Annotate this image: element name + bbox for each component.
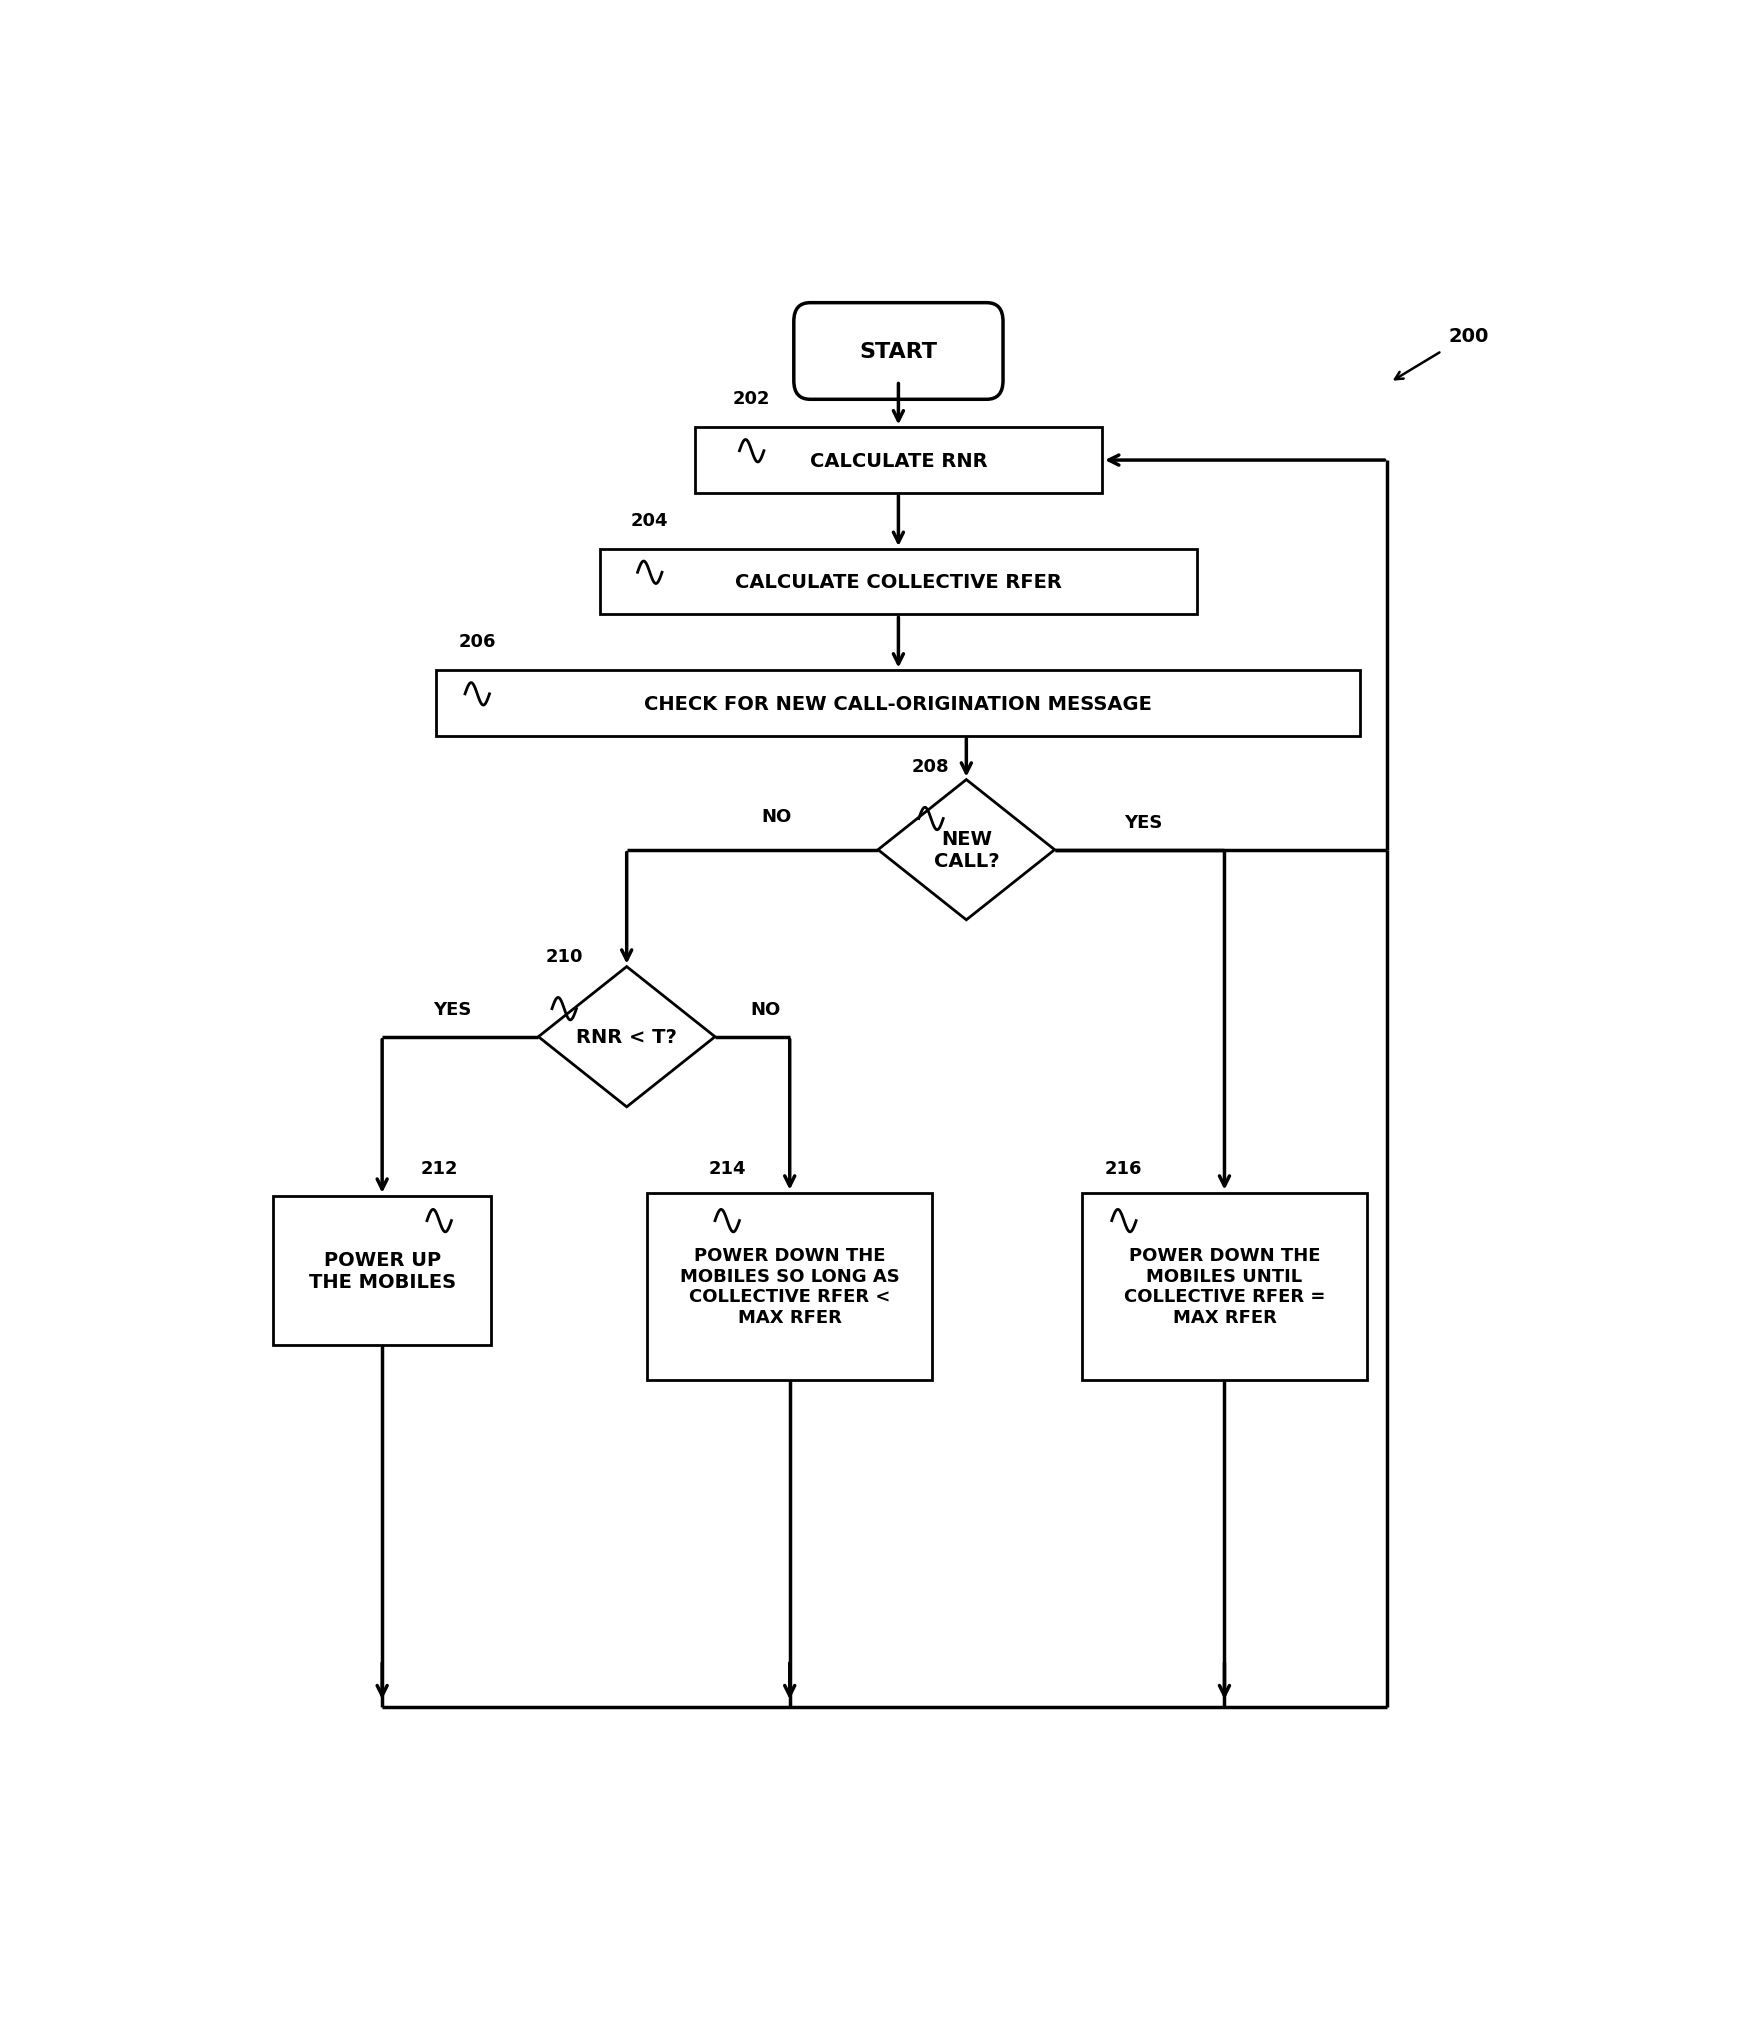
Polygon shape bbox=[538, 967, 715, 1107]
Text: 204: 204 bbox=[631, 512, 668, 530]
Text: 208: 208 bbox=[912, 757, 950, 775]
Bar bbox=[273, 1198, 491, 1345]
Text: POWER UP
THE MOBILES: POWER UP THE MOBILES bbox=[309, 1250, 456, 1291]
Bar bbox=[600, 550, 1197, 615]
Bar bbox=[1082, 1194, 1367, 1380]
Text: YES: YES bbox=[433, 1001, 472, 1018]
Text: 202: 202 bbox=[733, 390, 770, 409]
Text: CALCULATE RNR: CALCULATE RNR bbox=[810, 451, 987, 469]
Bar bbox=[647, 1194, 933, 1380]
Text: NO: NO bbox=[750, 1001, 780, 1018]
Text: CALCULATE COLLECTIVE RFER: CALCULATE COLLECTIVE RFER bbox=[735, 573, 1062, 593]
Text: POWER DOWN THE
MOBILES UNTIL
COLLECTIVE RFER =
MAX RFER: POWER DOWN THE MOBILES UNTIL COLLECTIVE … bbox=[1124, 1246, 1325, 1327]
Text: YES: YES bbox=[1124, 813, 1162, 831]
Text: NEW
CALL?: NEW CALL? bbox=[934, 829, 999, 870]
Bar bbox=[436, 672, 1360, 736]
Text: 216: 216 bbox=[1104, 1159, 1143, 1177]
Text: 206: 206 bbox=[458, 633, 496, 651]
Text: START: START bbox=[859, 342, 938, 362]
Text: 200: 200 bbox=[1448, 328, 1488, 346]
FancyBboxPatch shape bbox=[794, 303, 1003, 401]
Text: 210: 210 bbox=[545, 947, 582, 965]
Text: POWER DOWN THE
MOBILES SO LONG AS
COLLECTIVE RFER <
MAX RFER: POWER DOWN THE MOBILES SO LONG AS COLLEC… bbox=[680, 1246, 899, 1327]
Text: 212: 212 bbox=[421, 1159, 458, 1177]
Polygon shape bbox=[878, 781, 1055, 920]
Text: NO: NO bbox=[761, 807, 791, 825]
Text: 214: 214 bbox=[708, 1159, 745, 1177]
Text: CHECK FOR NEW CALL-ORIGINATION MESSAGE: CHECK FOR NEW CALL-ORIGINATION MESSAGE bbox=[645, 694, 1152, 714]
Bar bbox=[694, 429, 1103, 494]
Text: RNR < T?: RNR < T? bbox=[577, 1028, 677, 1046]
